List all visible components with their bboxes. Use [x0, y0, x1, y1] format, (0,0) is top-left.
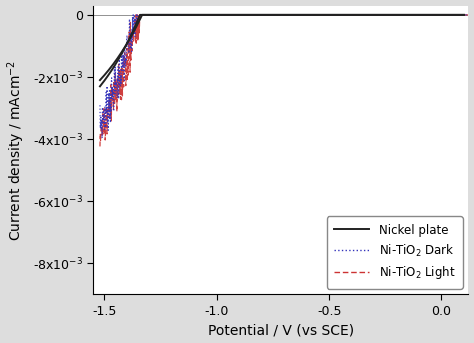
Legend: Nickel plate, Ni-TiO$_2$ Dark, Ni-TiO$_2$ Light: Nickel plate, Ni-TiO$_2$ Dark, Ni-TiO$_2…: [327, 216, 463, 288]
Y-axis label: Current density / mAcm$^{-2}$: Current density / mAcm$^{-2}$: [6, 59, 27, 240]
X-axis label: Potential / V (vs SCE): Potential / V (vs SCE): [208, 323, 354, 338]
